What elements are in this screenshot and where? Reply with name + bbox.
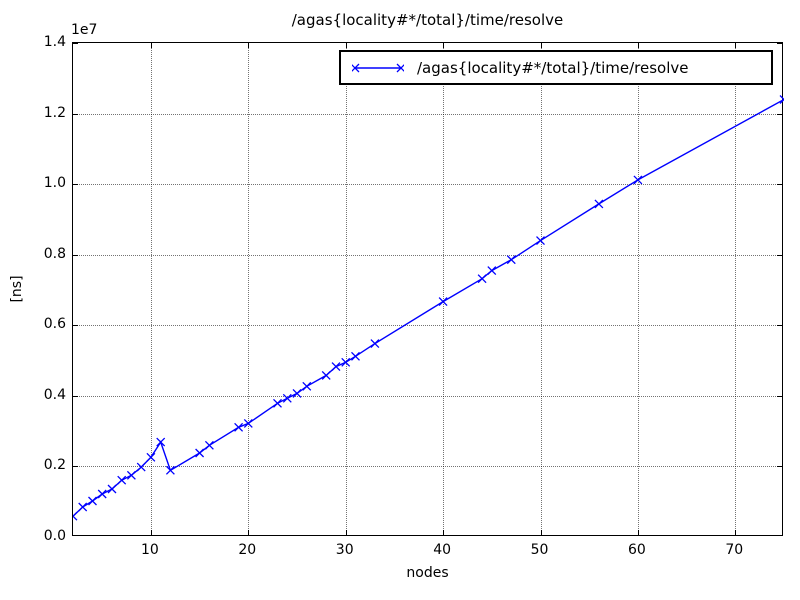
x-tick-label: 40 [433,542,452,558]
y-tick-label: 0.0 [43,528,66,544]
gridline-y [73,395,782,397]
x-tick-label: 10 [140,542,159,558]
y-tick-label: 1.4 [43,34,66,50]
chart-title: /agas{locality#*/total}/time/resolve [291,11,564,29]
gridline-x [637,43,639,535]
gridline-x [540,43,542,535]
x-tick-label: 70 [725,542,744,558]
x-tick-label: 50 [530,542,549,558]
grid-layer [73,43,782,535]
x-axis-title: nodes [406,565,449,581]
y-tick-label: 1.0 [43,175,66,192]
series-markers [73,95,784,521]
gridline-x [345,43,347,535]
y-tick-label: 0.8 [43,245,66,262]
y-axis-title: [ns] [9,275,25,303]
gridline-x [248,43,250,535]
x-tick-label: 20 [238,542,257,558]
gridline-y [73,184,782,186]
gridline-x [443,43,445,535]
gridline-x [735,43,737,535]
y-tick-label: 0.2 [43,457,66,474]
y-tick-label: 0.4 [43,386,66,403]
y-tick-label: 0.6 [43,316,66,333]
gridline-x [150,43,152,535]
legend-sample-line [352,63,404,72]
line-chart [73,95,784,521]
x-tick-label: 30 [335,542,354,558]
y-axis-offset-label: 1e7 [71,22,98,38]
gridline-y [73,254,782,256]
gridline-y [73,113,782,115]
gridline-y [73,466,782,468]
x-tick-label: 60 [627,542,646,558]
y-tick-label: 1.2 [43,104,66,121]
series-line [73,98,784,517]
gridline-y [73,325,782,327]
plot-area [72,42,784,536]
legend-label: /agas{locality#*/total}/time/resolve [417,58,689,77]
legend: /agas{locality#*/total}/time/resolve [339,50,773,85]
